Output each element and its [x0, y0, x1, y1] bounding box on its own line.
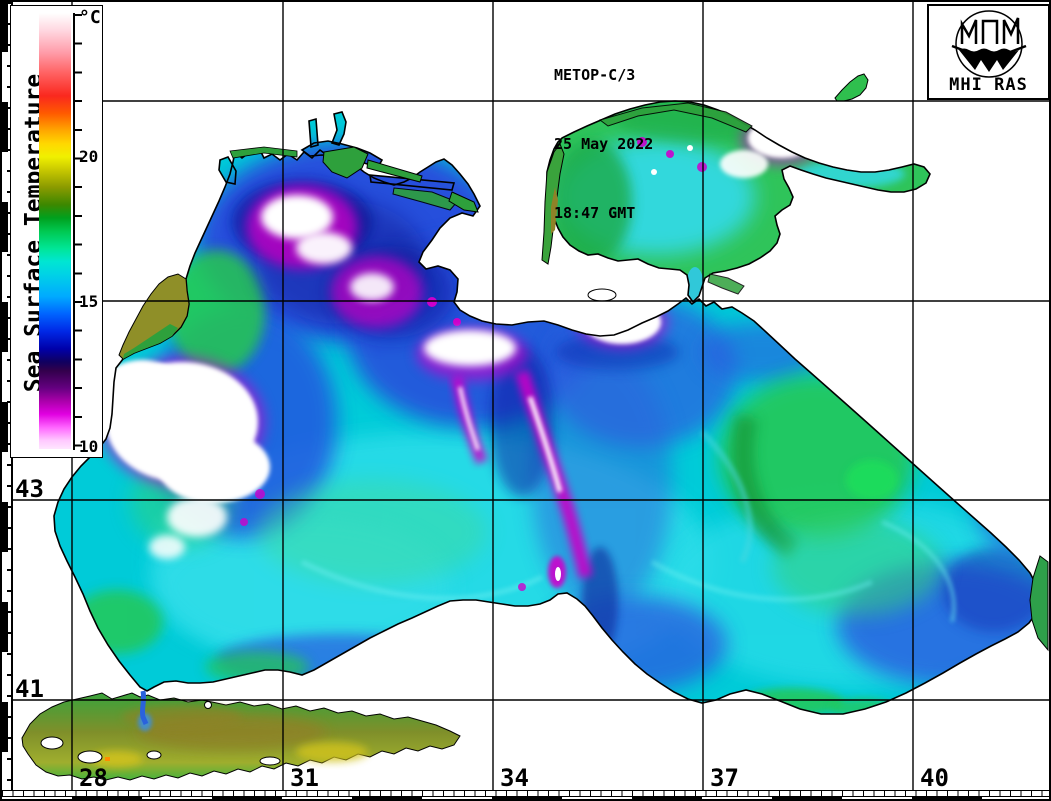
colorbar-axis [73, 13, 75, 450]
acquisition-time: 18:47 GMT [554, 204, 636, 222]
longitude-label: 40 [920, 764, 949, 792]
colorbar-panel: Sea Surface Temperature °C 20 15 10 [10, 5, 103, 458]
longitude-label: 34 [500, 764, 529, 792]
latitude-label: 43 [15, 475, 44, 503]
colorbar-tick-label: 15 [79, 292, 99, 311]
acquisition-date: 25 May 2022 [554, 135, 654, 153]
anatolia-terrain [91, 705, 368, 767]
colorbar-unit: °C [79, 7, 101, 28]
colorbar-gradient [39, 13, 71, 449]
bosphorus-strait [139, 690, 149, 725]
longitude-label: 28 [79, 764, 108, 792]
latitude-label: 41 [15, 675, 44, 703]
longitude-label: 37 [710, 764, 739, 792]
longitude-label: 31 [290, 764, 319, 792]
lakes [40, 288, 617, 766]
black-sea-water [54, 112, 1040, 714]
longitude-ruler-ticks [2, 791, 1049, 797]
satellite-name: METOP-C/3 [554, 66, 636, 84]
colorbar-tick-label: 10 [79, 437, 99, 456]
longitude-ruler-blocks [2, 797, 1049, 799]
mhi-ras-logo: MHI RAS [927, 4, 1049, 100]
colorbar-ticks [75, 14, 82, 451]
colorbar-tick-label: 20 [79, 147, 99, 166]
longitude-ruler [2, 790, 1049, 799]
logo-emblem-icon [951, 10, 1027, 78]
header-annotation: METOP-C/3 25 May 2022 18:47 GMT [554, 18, 674, 271]
logo-caption: MHI RAS [949, 75, 1028, 95]
